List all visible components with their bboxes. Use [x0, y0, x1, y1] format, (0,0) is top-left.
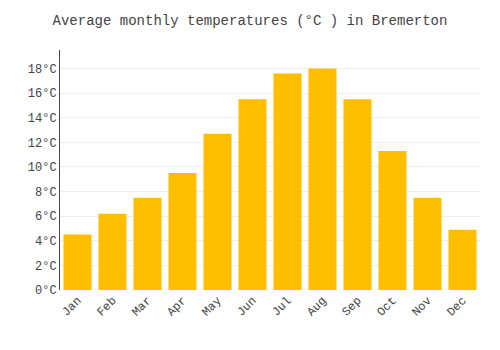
svg-text:0°C: 0°C — [35, 284, 57, 298]
svg-text:Mar: Mar — [129, 294, 154, 319]
svg-text:Jan: Jan — [59, 294, 84, 319]
svg-text:Jun: Jun — [234, 294, 259, 319]
svg-text:12°C: 12°C — [28, 137, 57, 151]
svg-text:Dec: Dec — [444, 294, 469, 319]
svg-text:6°C: 6°C — [35, 210, 57, 224]
svg-text:2°C: 2°C — [35, 260, 57, 274]
svg-text:Average monthly temperatures (: Average monthly temperatures (°C ) in Br… — [53, 13, 448, 29]
svg-text:14°C: 14°C — [28, 112, 57, 126]
svg-text:10°C: 10°C — [28, 161, 57, 175]
svg-text:Oct: Oct — [374, 294, 399, 319]
svg-text:Jul: Jul — [269, 294, 294, 319]
svg-text:16°C: 16°C — [28, 87, 57, 101]
svg-text:8°C: 8°C — [35, 186, 57, 200]
svg-text:Nov: Nov — [409, 294, 434, 319]
svg-text:May: May — [199, 294, 224, 319]
svg-text:Apr: Apr — [164, 294, 189, 319]
svg-text:4°C: 4°C — [35, 235, 57, 249]
svg-text:18°C: 18°C — [28, 63, 57, 77]
svg-text:Aug: Aug — [304, 294, 329, 319]
svg-text:Sep: Sep — [339, 294, 364, 319]
svg-text:Feb: Feb — [94, 294, 119, 319]
